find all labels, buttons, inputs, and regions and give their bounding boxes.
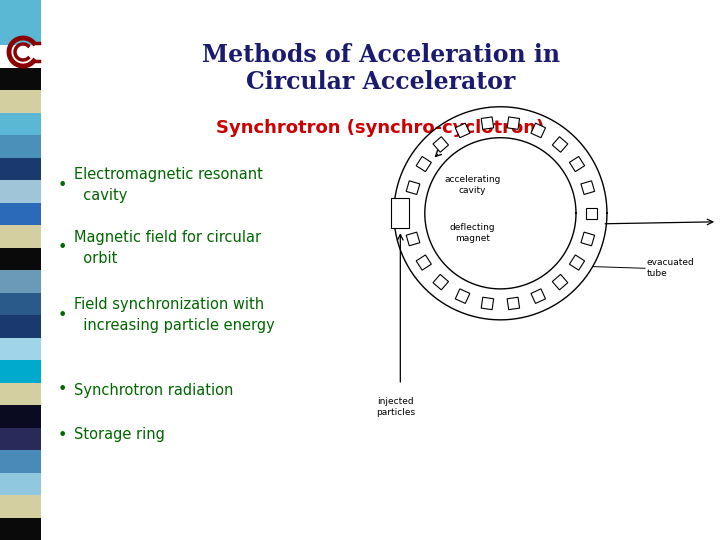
Bar [0,382,41,405]
Bar [0,23,41,45]
Text: Storage ring: Storage ring [74,428,165,442]
Text: deflecting
magnet: deflecting magnet [449,223,495,244]
Polygon shape [531,123,546,138]
Polygon shape [406,181,420,194]
Polygon shape [507,297,520,309]
Bar [0,158,41,180]
Text: injected
particles: injected particles [376,397,415,417]
Polygon shape [570,157,585,172]
Bar [0,0,41,23]
Text: Field synchronization with
  increasing particle energy: Field synchronization with increasing pa… [74,297,275,333]
Bar [0,405,41,428]
Polygon shape [433,274,449,290]
Polygon shape [481,297,494,309]
Bar [0,225,41,247]
Polygon shape [455,123,470,138]
Bar [0,180,41,202]
Polygon shape [416,255,431,270]
Bar [0,450,41,472]
Bar [0,338,41,360]
Text: •: • [58,178,68,192]
Polygon shape [416,157,431,172]
Polygon shape [581,181,595,194]
Text: Synchrotron radiation: Synchrotron radiation [74,382,233,397]
Text: Electromagnetic resonant
  cavity: Electromagnetic resonant cavity [74,167,263,203]
Polygon shape [581,232,595,246]
Bar [392,198,409,228]
Text: evacuated
tube: evacuated tube [647,258,695,278]
Polygon shape [455,289,470,303]
Bar [0,472,41,495]
Text: Methods of Acceleration in: Methods of Acceleration in [202,43,559,67]
Bar [0,45,41,68]
Text: Magnetic field for circular
  orbit: Magnetic field for circular orbit [74,230,261,266]
Bar [0,247,41,270]
Bar [0,517,41,540]
Bar [0,68,41,90]
Bar [0,202,41,225]
Bar [0,360,41,382]
Text: •: • [58,428,68,442]
Polygon shape [586,208,597,219]
Bar [0,135,41,158]
Bar [0,90,41,112]
Polygon shape [481,117,494,130]
Bar [0,428,41,450]
Polygon shape [433,137,449,152]
Bar [0,315,41,338]
Polygon shape [507,117,520,130]
Text: Synchrotron (synchro-cyclotron): Synchrotron (synchro-cyclotron) [217,119,544,137]
Polygon shape [552,137,568,152]
Bar [0,495,41,517]
Text: •: • [58,240,68,255]
Polygon shape [552,274,568,290]
Bar [0,270,41,293]
Text: Circular Accelerator: Circular Accelerator [246,70,515,94]
Text: •: • [58,382,68,397]
Bar [0,293,41,315]
Polygon shape [406,232,420,246]
Polygon shape [531,289,546,303]
Text: accelerating
cavity: accelerating cavity [444,176,500,195]
Bar [0,112,41,135]
Text: •: • [58,307,68,322]
Polygon shape [570,255,585,270]
